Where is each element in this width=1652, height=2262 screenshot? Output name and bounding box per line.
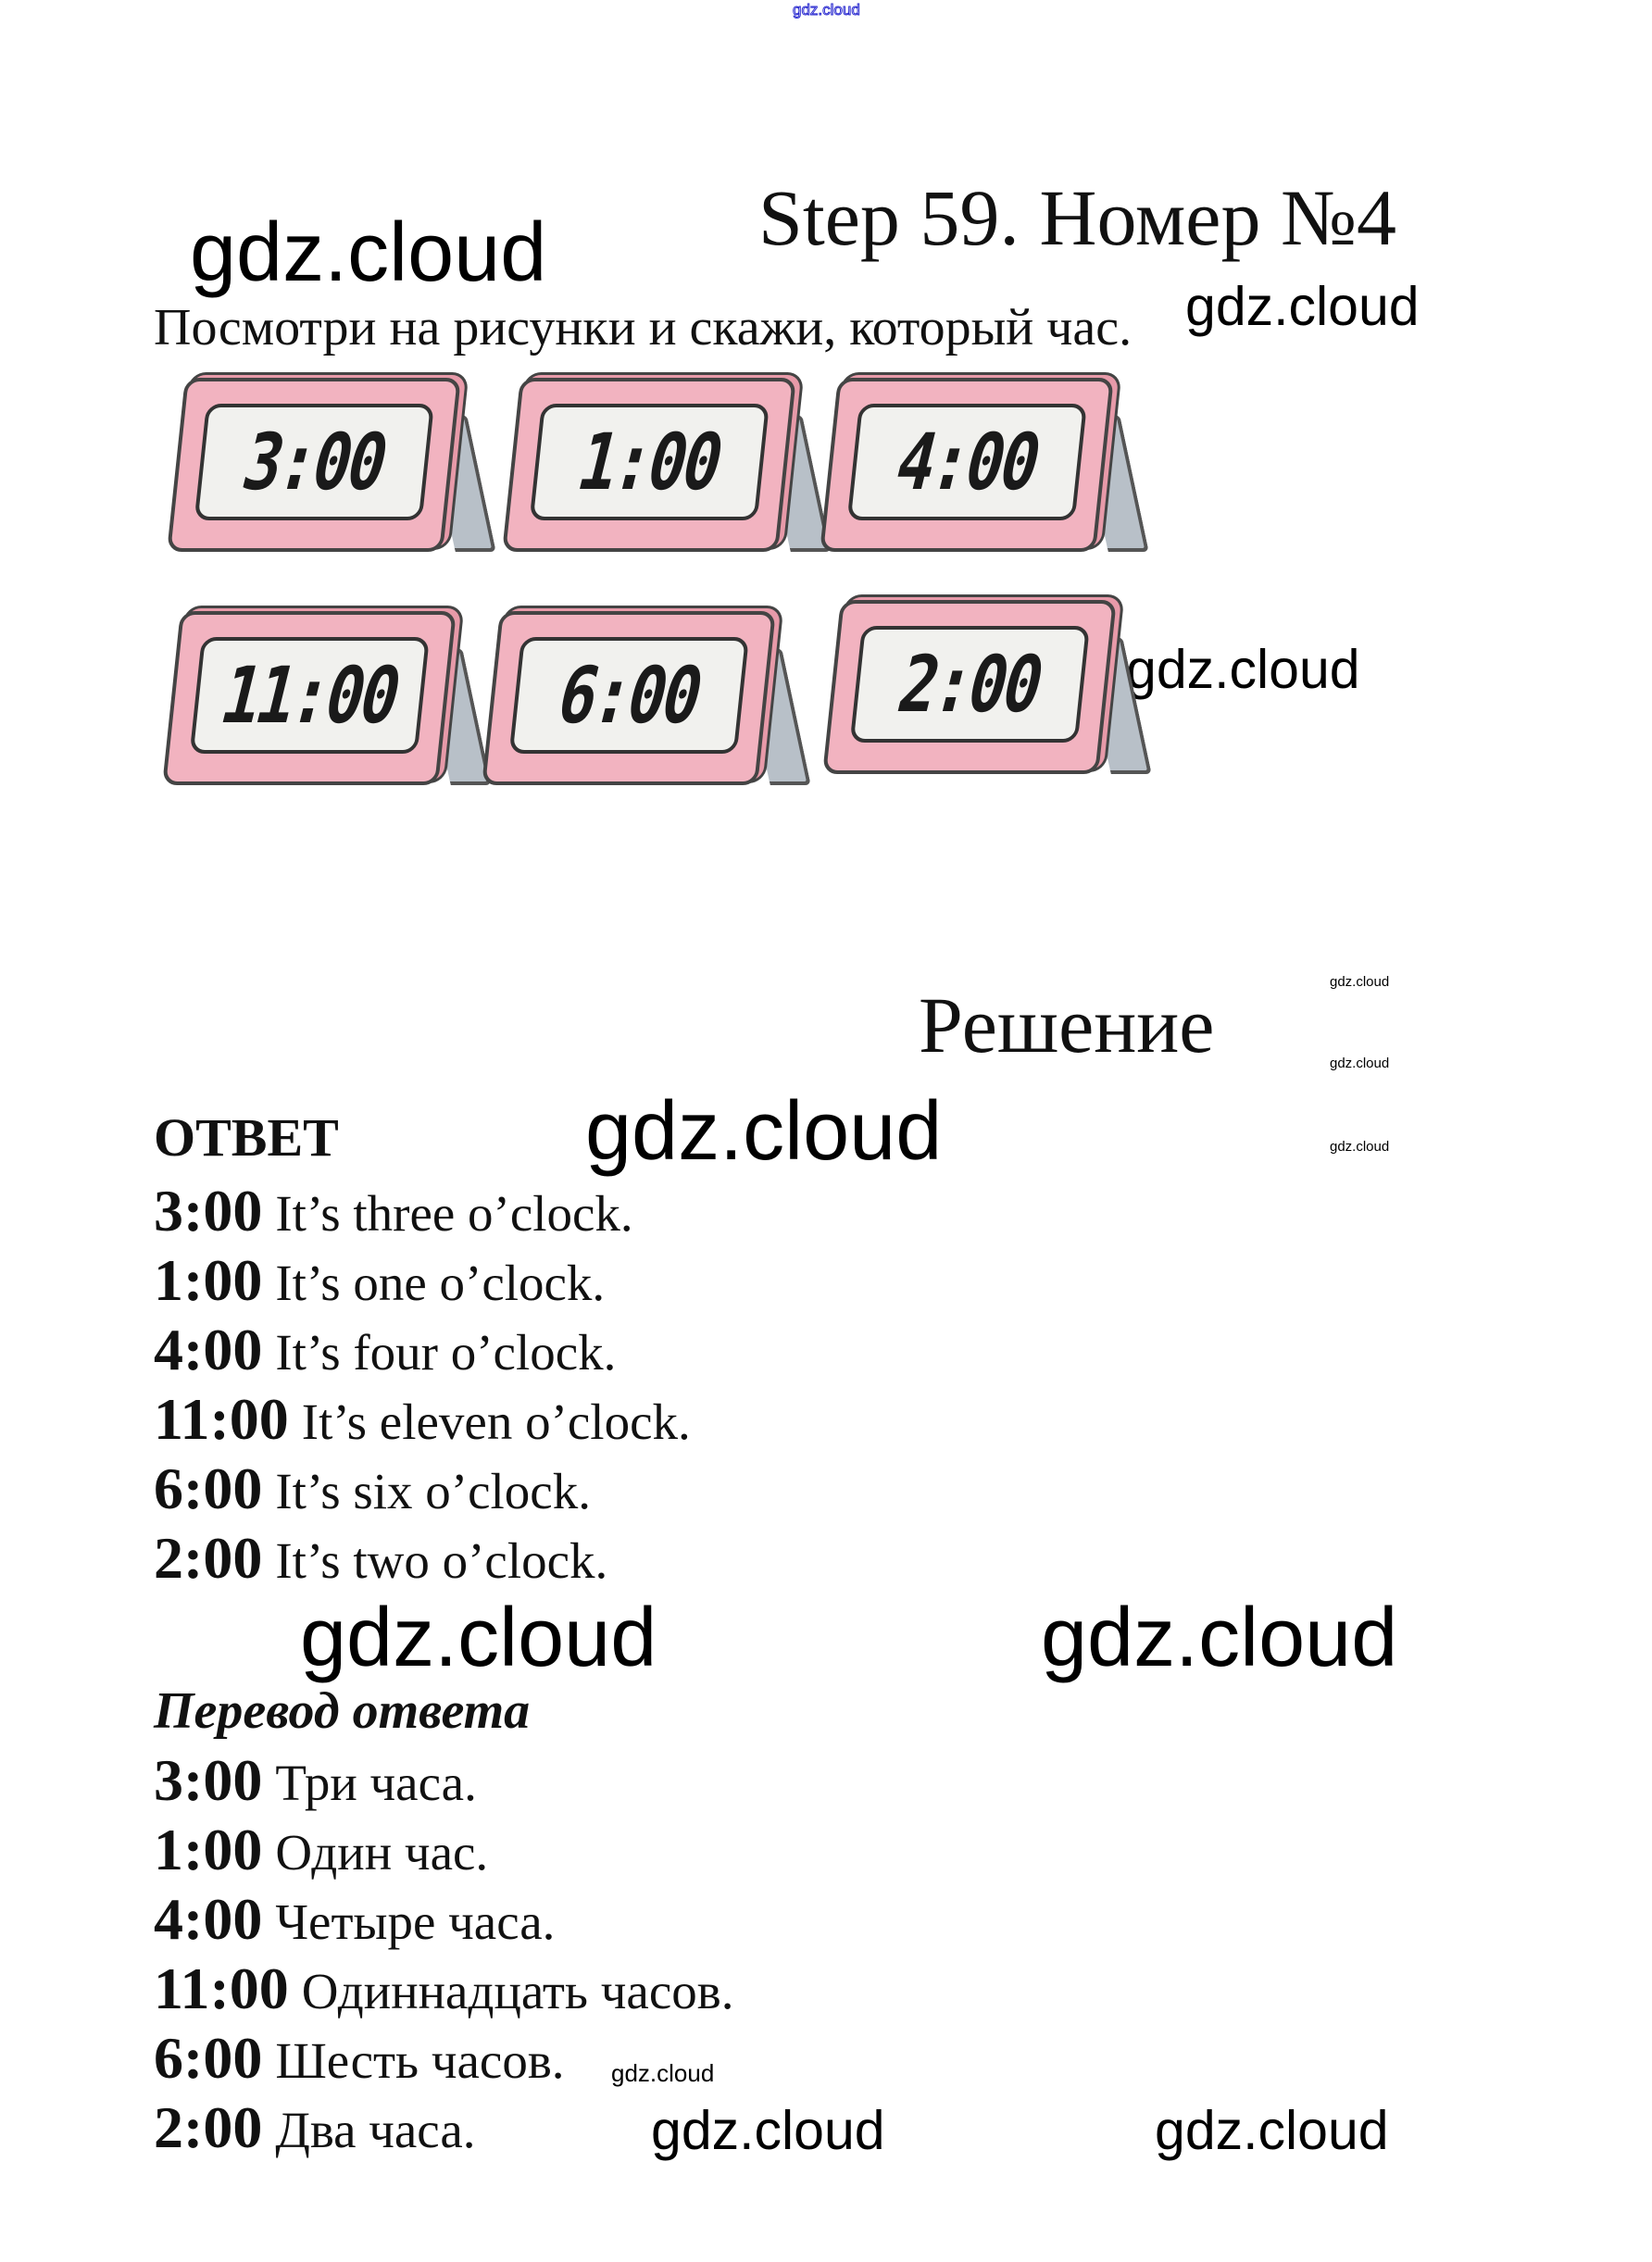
translation-time: 3:00 [154, 1747, 263, 1813]
watermark: gdz.cloud [1330, 974, 1390, 990]
answer-line: 11:00 It’s eleven o’clock. [154, 1384, 691, 1454]
watermark: gdz.cloud [1330, 1056, 1390, 1071]
answer-time: 1:00 [154, 1247, 263, 1313]
answer-text: It’s eleven o’clock. [301, 1393, 691, 1450]
translation-line: 6:00 Шесть часов. [154, 2023, 733, 2093]
translation-line: 1:00 Один час. [154, 1815, 733, 1884]
watermark: gdz.cloud [190, 206, 547, 299]
answer-time: 3:00 [154, 1178, 263, 1243]
digital-clock: 2:00 [822, 600, 1152, 776]
digital-clock: 6:00 [482, 611, 811, 787]
watermark: gdz.cloud [1185, 276, 1420, 337]
watermark: gdz.cloud [585, 1085, 943, 1178]
answer-list: 3:00 It’s three o’clock. 1:00 It’s one o’c… [154, 1176, 691, 1593]
translation-time: 2:00 [154, 2094, 263, 2160]
answer-time: 6:00 [154, 1456, 263, 1521]
answer-line: 4:00 It’s four o’clock. [154, 1315, 691, 1384]
watermark: gdz.cloud [611, 2059, 715, 2087]
watermark: gdz.cloud [1126, 639, 1360, 700]
translation-text: Одиннадцать часов. [301, 1963, 734, 2019]
clock-screen: 3:00 [194, 404, 434, 520]
translation-line: 3:00 Три часа. [154, 1745, 733, 1815]
watermark: gdz.cloud [1155, 2100, 1389, 2161]
translation-heading: Перевод ответа [154, 1682, 531, 1740]
translation-text: Четыре часа. [275, 1893, 556, 1950]
watermark: gdz.cloud [1041, 1592, 1398, 1684]
clock-time: 3:00 [233, 417, 394, 507]
solution-heading: Решение [919, 981, 1215, 1069]
translation-time: 11:00 [154, 1956, 289, 2021]
translation-list: 3:00 Три часа. 1:00 Один час. 4:00 Четыре ч… [154, 1745, 733, 2162]
answer-time: 4:00 [154, 1317, 263, 1382]
watermark: gdz.cloud [1330, 1139, 1390, 1155]
answer-text: It’s six o’clock. [275, 1463, 591, 1519]
answer-time: 11:00 [154, 1386, 289, 1452]
clock-screen: 4:00 [846, 404, 1087, 520]
translation-text: Два часа. [275, 2102, 476, 2158]
answer-text: It’s two o’clock. [275, 1532, 608, 1589]
answer-line: 1:00 It’s one o’clock. [154, 1245, 691, 1315]
translation-line: 4:00 Четыре часа. [154, 1884, 733, 1954]
digital-clock: 3:00 [167, 378, 496, 554]
translation-text: Шесть часов. [275, 2032, 565, 2089]
clock-time: 4:00 [886, 417, 1047, 507]
answer-text: It’s one o’clock. [275, 1255, 606, 1311]
answer-time: 2:00 [154, 1525, 263, 1591]
answer-text: It’s four o’clock. [275, 1324, 617, 1381]
clock-time: 1:00 [569, 417, 730, 507]
watermark-top: gdz.cloud [793, 1, 861, 19]
page-title: Step 59. Номер №4 [757, 173, 1396, 262]
translation-time: 6:00 [154, 2025, 263, 2091]
answer-heading: ОТВЕТ [154, 1107, 339, 1168]
translation-time: 4:00 [154, 1886, 263, 1952]
clock-screen: 11:00 [189, 637, 430, 754]
answer-line: 2:00 It’s two o’clock. [154, 1523, 691, 1593]
translation-time: 1:00 [154, 1817, 263, 1882]
translation-line: 2:00 Два часа. [154, 2093, 733, 2162]
translation-text: Три часа. [275, 1755, 477, 1811]
clock-screen: 2:00 [849, 626, 1090, 743]
translation-text: Один час. [275, 1824, 489, 1881]
task-instruction: Посмотри на рисунки и скажи, который час… [154, 299, 1133, 356]
answer-line: 3:00 It’s three o’clock. [154, 1176, 691, 1245]
answer-text: It’s three o’clock. [275, 1185, 633, 1242]
clock-time: 6:00 [548, 650, 709, 741]
watermark: gdz.cloud [300, 1592, 657, 1684]
digital-clock: 11:00 [162, 611, 492, 787]
translation-line: 11:00 Одиннадцать часов. [154, 1954, 733, 2023]
digital-clock: 4:00 [820, 378, 1149, 554]
watermark: gdz.cloud [651, 2100, 885, 2161]
clock-time: 2:00 [889, 639, 1050, 730]
clock-screen: 6:00 [508, 637, 749, 754]
digital-clock: 1:00 [502, 378, 832, 554]
answer-line: 6:00 It’s six o’clock. [154, 1454, 691, 1523]
clock-screen: 1:00 [529, 404, 770, 520]
clock-time: 11:00 [212, 650, 407, 741]
